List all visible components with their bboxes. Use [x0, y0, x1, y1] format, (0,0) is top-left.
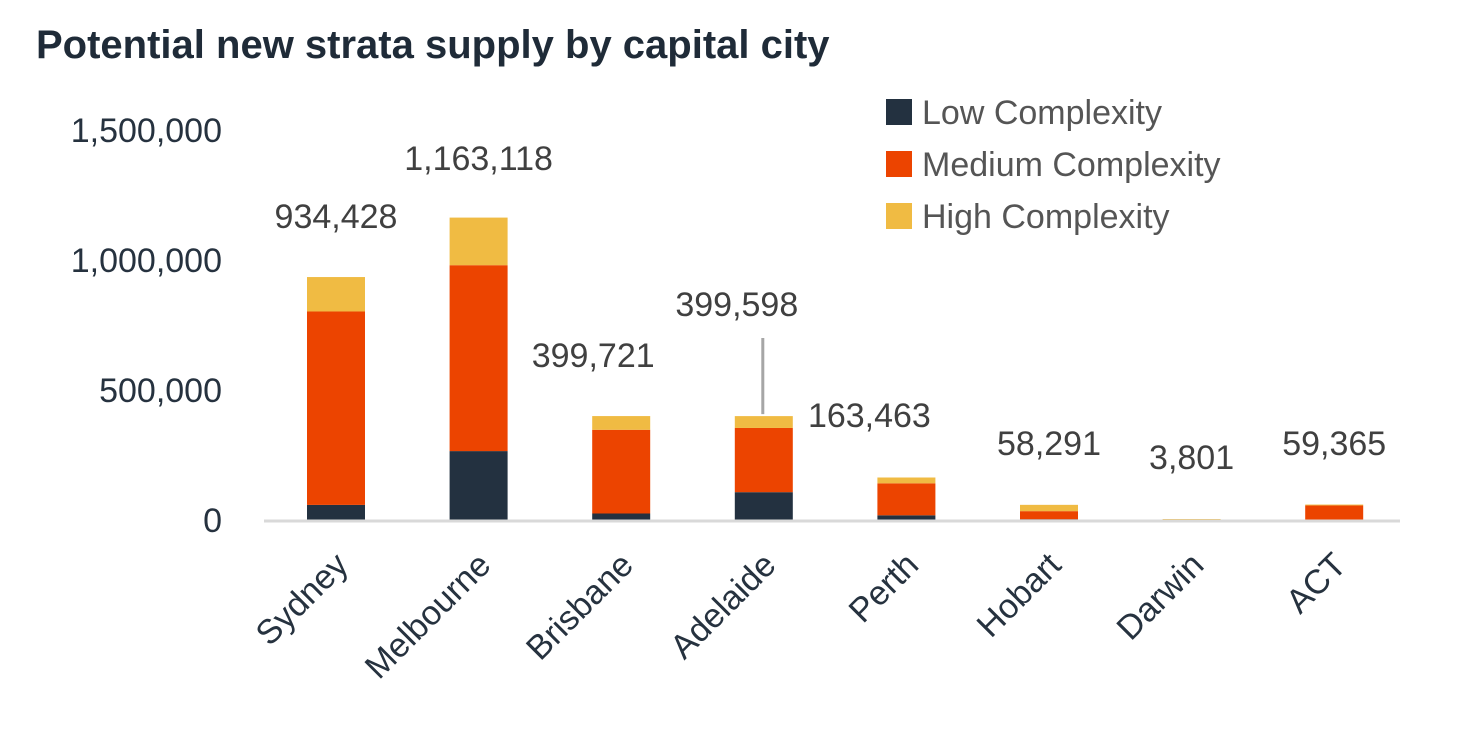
bar-segment-adelaide-low-complexity — [734, 492, 793, 520]
bar-segment-adelaide-high-complexity — [734, 416, 793, 428]
bar-segment-sydney-medium-complexity — [307, 311, 365, 505]
bar-segment-melbourne-low-complexity — [449, 451, 508, 520]
total-label-adelaide: 399,598 — [675, 286, 798, 324]
y-tick-label: 500,000 — [99, 372, 222, 410]
legend-swatch-medium-complexity — [886, 151, 912, 177]
y-tick-label: 1,500,000 — [71, 112, 222, 150]
bar-segment-melbourne-high-complexity — [449, 217, 508, 266]
y-axis: 0 500,000 1,000,000 1,500,000 — [71, 112, 222, 540]
x-tick-label-act: ACT — [1279, 546, 1354, 621]
bar-segment-hobart-medium-complexity — [1020, 511, 1078, 520]
bar-segment-brisbane-low-complexity — [592, 513, 651, 520]
legend-label-low-complexity: Low Complexity — [922, 94, 1162, 132]
legend: Low Complexity Medium Complexity High Comp… — [886, 94, 1221, 236]
x-tick-label-hobart: Hobart — [970, 545, 1069, 644]
x-tick-label-sydney: Sydney — [249, 546, 356, 653]
x-axis: Sydney Melbourne Brisbane Adelaide Perth Hoba… — [249, 545, 1354, 686]
legend-label-high-complexity: High Complexity — [922, 198, 1170, 236]
total-label-perth: 163,463 — [808, 397, 931, 435]
bar-segment-adelaide-medium-complexity — [734, 427, 793, 493]
bar-segment-brisbane-high-complexity — [592, 416, 651, 430]
y-tick-label: 1,000,000 — [71, 242, 222, 280]
total-label-act: 59,365 — [1282, 425, 1386, 463]
legend-label-medium-complexity: Medium Complexity — [922, 146, 1221, 184]
legend-swatch-low-complexity — [886, 99, 912, 125]
total-label-darwin: 3,801 — [1149, 439, 1234, 477]
total-label-hobart: 58,291 — [997, 425, 1101, 463]
bar-segment-perth-low-complexity — [877, 515, 936, 520]
bar-segment-act-medium-complexity — [1305, 505, 1364, 520]
x-tick-label-darwin: Darwin — [1110, 546, 1212, 648]
bar-segment-perth-high-complexity — [877, 477, 936, 484]
x-tick-label-perth: Perth — [842, 546, 926, 630]
x-tick-label-adelaide: Adelaide — [663, 546, 783, 666]
x-tick-label-melbourne: Melbourne — [358, 546, 498, 686]
bar-segment-melbourne-medium-complexity — [449, 265, 508, 452]
total-label-melbourne: 1,163,118 — [404, 140, 553, 178]
total-label-brisbane: 399,721 — [532, 337, 655, 375]
bars — [307, 217, 1364, 520]
bar-segment-sydney-low-complexity — [307, 504, 365, 520]
bar-segment-perth-medium-complexity — [877, 483, 936, 516]
chart-title: Potential new strata supply by capital c… — [36, 23, 830, 67]
bar-segment-act-high-complexity — [1305, 504, 1364, 506]
legend-swatch-high-complexity — [886, 203, 912, 229]
x-tick-label-brisbane: Brisbane — [519, 546, 641, 668]
bar-segment-brisbane-medium-complexity — [592, 429, 651, 514]
y-tick-label: 0 — [203, 502, 222, 540]
bar-segment-sydney-high-complexity — [307, 277, 365, 312]
total-label-sydney: 934,428 — [275, 198, 398, 236]
bar-segment-hobart-high-complexity — [1020, 504, 1078, 512]
